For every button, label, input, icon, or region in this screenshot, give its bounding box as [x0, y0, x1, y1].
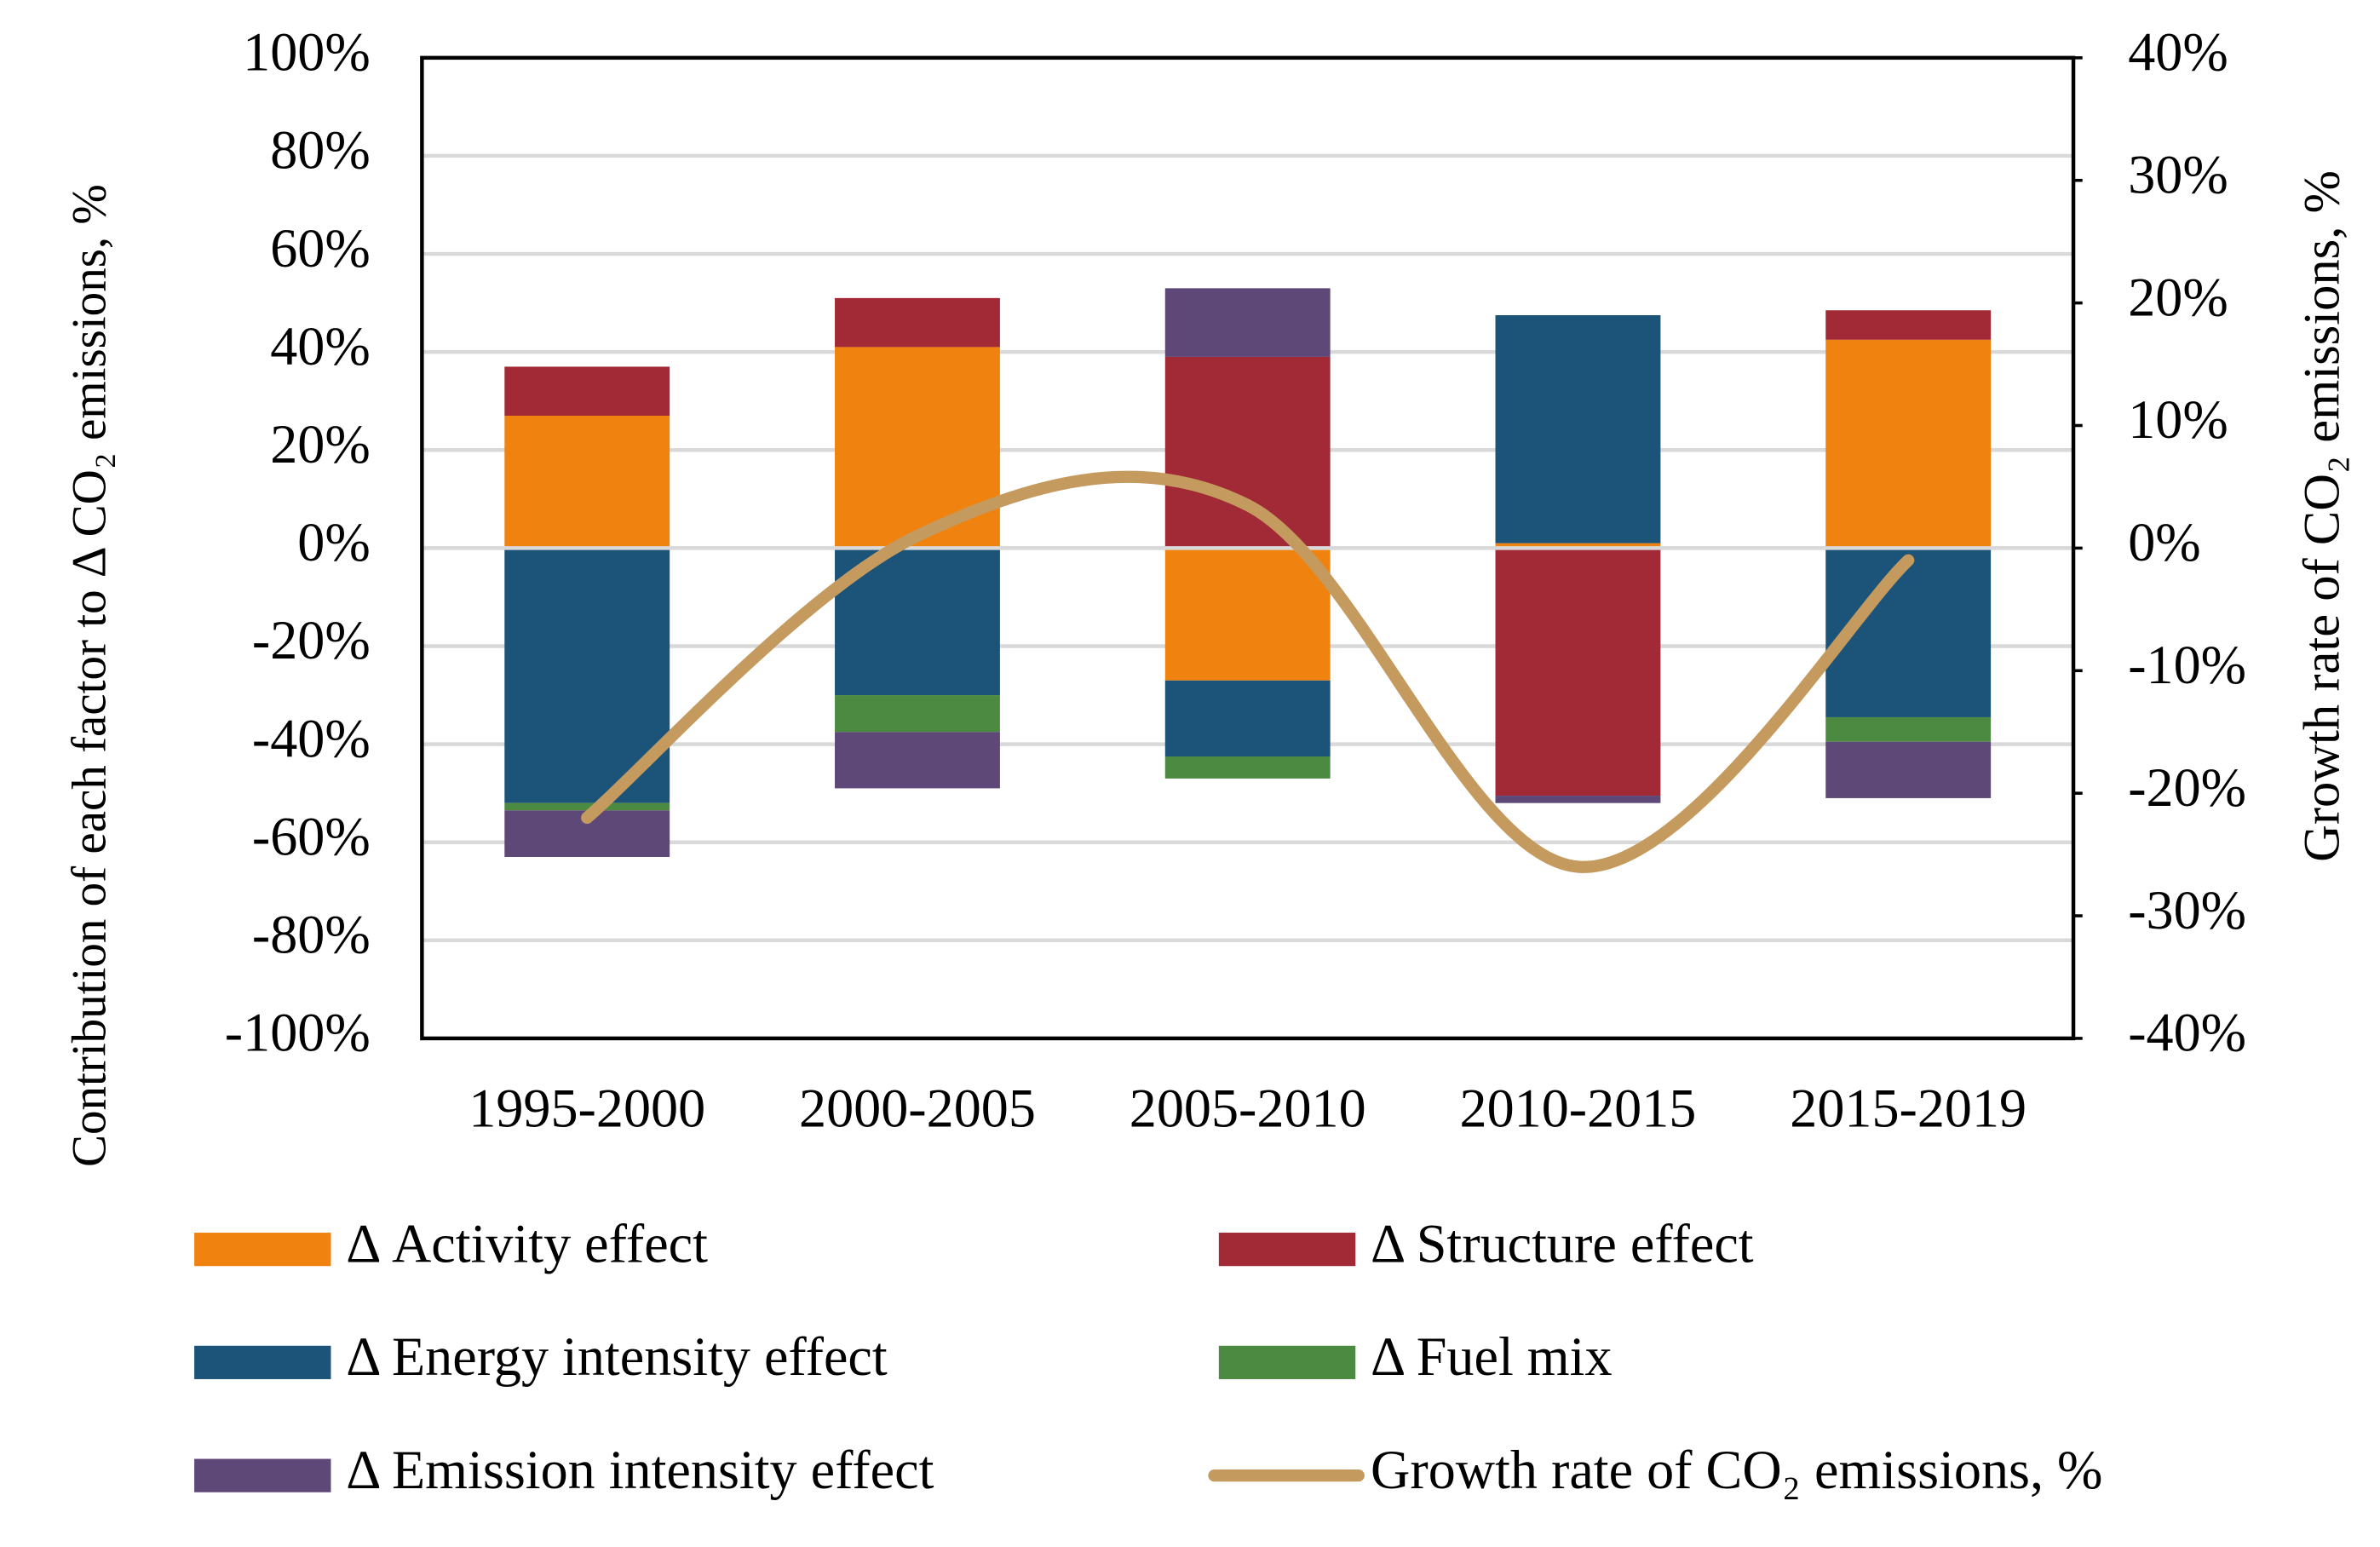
y-tick-label: -80%: [252, 905, 371, 965]
bar-segment: [835, 347, 1000, 549]
y-tick-label: 20%: [270, 414, 371, 474]
bar-segment: [1825, 741, 1992, 798]
bar-segment: [1164, 356, 1331, 549]
x-tick-label: 2005-2010: [1130, 1078, 1366, 1139]
y2-tick-label: -10%: [2128, 635, 2246, 695]
bar-segment: [1825, 310, 1992, 340]
y2-tick-label: 40%: [2128, 22, 2228, 83]
legend-swatch: [194, 1233, 331, 1267]
legend-label: Δ Energy intensity effect: [346, 1326, 888, 1387]
y2-tick-label: -30%: [2128, 880, 2246, 940]
x-tick-label: 2000-2005: [799, 1078, 1036, 1139]
y-tick-label: 40%: [270, 316, 371, 377]
y2-tick-label: 10%: [2128, 389, 2228, 450]
legend-swatch: [194, 1458, 331, 1492]
y-tick-label: 60%: [270, 218, 371, 279]
legend-label: Δ Structure effect: [1371, 1213, 1754, 1274]
bar-segment: [1495, 796, 1661, 803]
line-series: [581, 470, 1915, 873]
y2-tick-label: -20%: [2128, 757, 2246, 818]
plot-border: [420, 55, 2076, 1041]
y-tick-label: -100%: [225, 1003, 371, 1063]
legend-swatch: [1218, 1233, 1356, 1267]
y2-tick-label: -40%: [2128, 1003, 2246, 1063]
bar-segment: [1825, 716, 1992, 742]
y-tick-label: 100%: [243, 22, 371, 83]
bar-segment: [504, 802, 670, 811]
y2-tick-label: 30%: [2128, 144, 2228, 204]
bar-segment: [1495, 543, 1661, 549]
y-tick-label: 80%: [270, 120, 371, 181]
bar-segment: [835, 695, 1000, 733]
bar-segment: [1164, 288, 1331, 357]
bar-segment: [504, 415, 670, 549]
y2-tick-label: 0%: [2128, 512, 2200, 572]
legend-label: Growth rate of CO₂ emissions, %: [1371, 1440, 2102, 1500]
y-tick-label: -60%: [252, 806, 371, 866]
y2-axis-title: Growth rate of CO₂ emissions, %: [2294, 170, 2351, 862]
legend-swatch: [194, 1345, 331, 1379]
x-tick-label: 1995-2000: [469, 1078, 705, 1139]
bar-segment: [1164, 680, 1331, 756]
y-tick-label: -40%: [252, 708, 371, 768]
y-tick-label: 0%: [297, 512, 370, 572]
y2-tick-label: 20%: [2128, 267, 2228, 327]
bar-segment: [1825, 339, 1992, 549]
legend-label: Δ Activity effect: [346, 1213, 708, 1274]
y-axis-title: Contribution of each factor to Δ CO₂ emi…: [63, 184, 117, 1167]
x-tick-label: 2015-2019: [1790, 1078, 2026, 1139]
bar-segment: [1495, 548, 1661, 797]
legend-swatch: [1218, 1345, 1356, 1379]
bar-segment: [1495, 315, 1661, 543]
legend-label: Δ Fuel mix: [1371, 1326, 1613, 1387]
bar-segment: [1164, 548, 1331, 681]
bar-segment: [835, 732, 1000, 789]
bar-segment: [504, 366, 670, 416]
y-tick-label: -20%: [252, 610, 371, 670]
legend-label: Δ Emission intensity effect: [346, 1440, 934, 1500]
x-tick-label: 2010-2015: [1460, 1078, 1697, 1139]
bar-segment: [835, 297, 1000, 348]
bar-segment: [1164, 756, 1331, 779]
